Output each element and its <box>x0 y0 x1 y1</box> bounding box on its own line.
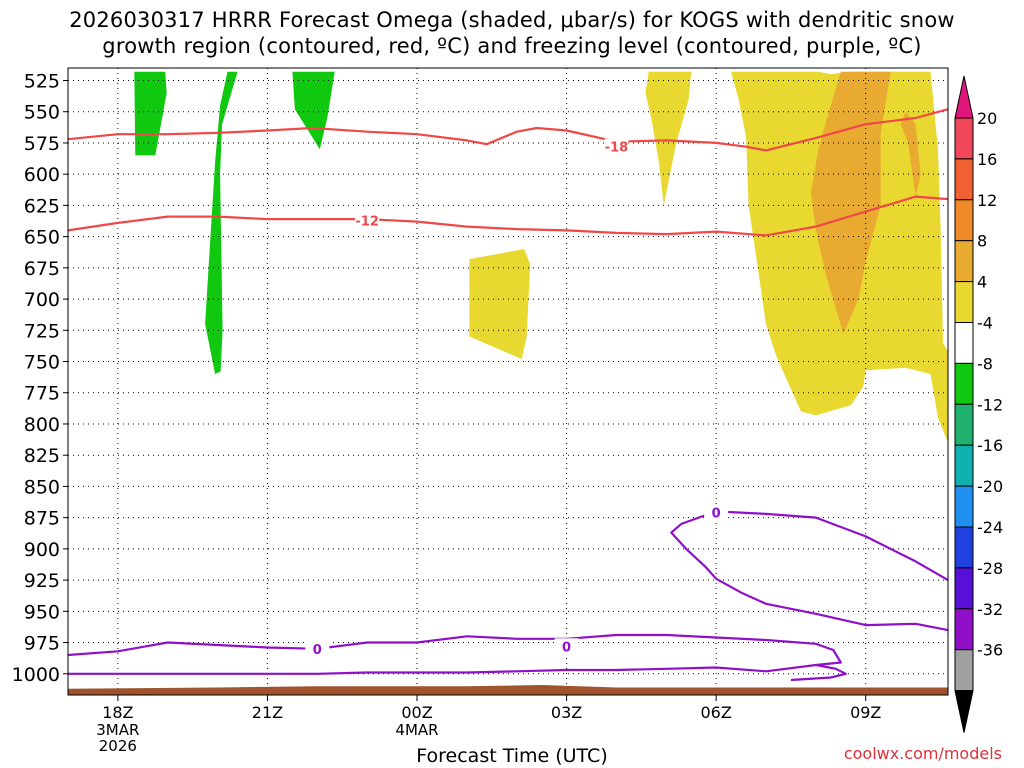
colorbar-swatch <box>954 281 974 324</box>
x-tick-label: 21Z <box>252 703 283 722</box>
omega-region <box>645 71 692 206</box>
colorbar-swatch <box>954 444 974 487</box>
omega-region <box>292 71 335 150</box>
y-tick-label: 1000 <box>12 664 60 686</box>
contour-label: -18 <box>605 141 629 156</box>
y-tick-label: 925 <box>24 570 60 592</box>
omega-region <box>185 71 238 374</box>
colorbar-label: -4 <box>977 314 993 333</box>
colorbar-label: 4 <box>977 273 987 292</box>
contour-line <box>670 510 949 632</box>
y-tick-label: 700 <box>24 289 60 311</box>
omega-region <box>900 111 921 197</box>
y-tick-label: 975 <box>24 633 60 655</box>
y-tick-label: 900 <box>24 539 60 561</box>
colorbar-label: 12 <box>977 191 997 210</box>
y-tick-label: 825 <box>24 445 60 467</box>
terrain-fill <box>68 685 948 695</box>
colorbar-swatch <box>954 117 974 160</box>
source-credit[interactable]: coolwx.com/models <box>843 744 1002 763</box>
y-axis: 525 550 575 600 625 650 675 700 725 750 775 800 825 8… <box>12 70 68 686</box>
grid-lines <box>68 68 948 695</box>
plot-frame <box>67 67 949 696</box>
contour-line <box>790 663 847 682</box>
colorbar-label: 16 <box>977 150 997 169</box>
y-tick-label: 575 <box>24 133 60 155</box>
colorbar-swatch <box>954 526 974 569</box>
y-tick-label: 725 <box>24 320 60 342</box>
colorbar-label: 20 <box>977 109 997 128</box>
contour-label: 0 <box>313 643 322 658</box>
colorbar-label: 8 <box>977 232 987 251</box>
contour-label-bg <box>355 212 380 229</box>
contour-label: 0 <box>562 640 571 655</box>
y-tick-label: 875 <box>24 508 60 530</box>
colorbar-swatch <box>954 240 974 283</box>
y-tick-label: 675 <box>24 258 60 280</box>
contour-label-bg <box>305 640 330 657</box>
y-tick-label: 650 <box>24 227 60 249</box>
y-tick-label: 600 <box>24 164 60 186</box>
x-tick-sublabel: 4MAR <box>395 721 438 739</box>
colorbar-label: -20 <box>977 477 1003 496</box>
x-tick-sublabel: 3MAR <box>96 721 139 739</box>
colorbar-swatch <box>954 199 974 242</box>
colorbar-swatch <box>954 322 974 364</box>
colorbar-label: -36 <box>977 641 1003 660</box>
colorbar-swatch <box>954 362 974 405</box>
colorbar-swatch <box>954 485 974 528</box>
colorbar-label: -8 <box>977 354 993 373</box>
colorbar-swatch <box>954 608 974 651</box>
omega-region <box>469 249 531 359</box>
omega-region <box>134 71 167 156</box>
contour-line <box>67 195 949 237</box>
contour-line <box>67 108 949 152</box>
y-tick-label: 750 <box>24 352 60 374</box>
contour-label-bg <box>554 638 579 655</box>
y-tick-label: 950 <box>24 601 60 623</box>
y-tick-label: 625 <box>24 195 60 217</box>
y-tick-label: 850 <box>24 476 60 498</box>
colorbar-label: -16 <box>977 436 1003 455</box>
y-tick-label: 550 <box>24 102 60 124</box>
contour-label-bg <box>704 504 729 521</box>
y-tick-label: 775 <box>24 383 60 405</box>
omega-region <box>810 71 891 334</box>
x-tick-label: 06Z <box>700 703 731 722</box>
contour-lines: -18 -12 0 0 0 <box>67 108 949 682</box>
x-tick-label: 00Z <box>401 703 432 722</box>
colorbar: 20 16 12 8 4 -4 -8 -12 -16 -20 -24 -28 -32 -36 <box>954 75 1003 733</box>
colorbar-label: -32 <box>977 600 1003 619</box>
contour-label-bg <box>604 138 629 155</box>
contour-line <box>67 633 842 675</box>
terrain <box>68 685 948 695</box>
omega-shading <box>134 71 948 443</box>
contour-label: -12 <box>355 214 379 229</box>
chart-title-line-1: 2026030317 HRRR Forecast Omega (shaded, … <box>69 8 955 32</box>
chart-title-line-2: growth region (contoured, red, ºC) and f… <box>102 34 922 58</box>
colorbar-swatch <box>954 158 974 201</box>
colorbar-top-arrow <box>954 75 974 119</box>
y-tick-label: 525 <box>24 70 60 92</box>
colorbar-swatch <box>954 567 974 610</box>
x-tick-label: 18Z <box>102 703 133 722</box>
x-tick-label: 03Z <box>551 703 582 722</box>
x-tick-sublabel: 2026 <box>99 737 137 755</box>
colorbar-label: -24 <box>977 518 1003 537</box>
colorbar-label: -28 <box>977 559 1003 578</box>
colorbar-label: -12 <box>977 395 1003 414</box>
colorbar-bottom-arrow <box>954 690 974 733</box>
x-tick-label: 09Z <box>850 703 881 722</box>
x-axis-label: Forecast Time (UTC) <box>416 745 608 767</box>
y-tick-label: 800 <box>24 414 60 436</box>
contour-label: 0 <box>712 507 721 522</box>
colorbar-swatch <box>954 403 974 446</box>
colorbar-swatch <box>954 649 974 692</box>
